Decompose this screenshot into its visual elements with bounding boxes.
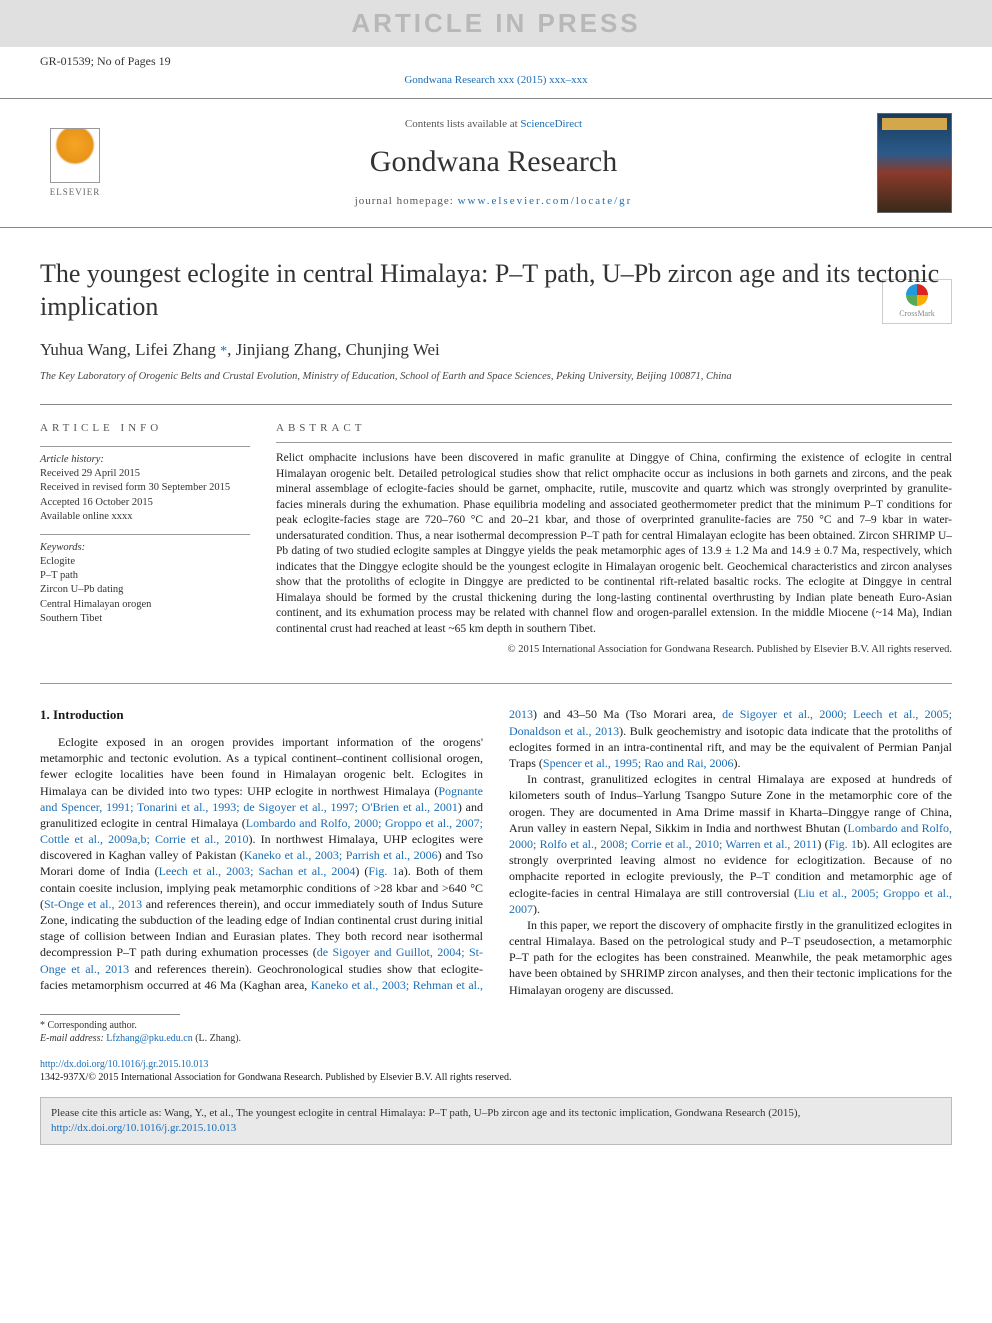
history-block: Article history: Received 29 April 2015 … [40,446,250,524]
section-heading: 1. Introduction [40,706,483,724]
history-label: Article history: [40,453,250,467]
cite-text: Please cite this article as: Wang, Y., e… [51,1107,800,1119]
figure-link[interactable]: Fig. 1 [829,837,857,851]
corresponding-note: * Corresponding author. [40,1019,952,1033]
history-line: Received in revised form 30 September 20… [40,481,250,495]
email-who: (L. Zhang). [193,1033,241,1044]
journal-center: Contents lists available at ScienceDirec… [130,117,857,209]
history-line: Received 29 April 2015 [40,467,250,481]
citation-link[interactable]: Leech et al., 2003; Sachan et al., 2004 [159,864,356,878]
abstract-text: Relict omphacite inclusions have been di… [276,442,952,637]
journal-title: Gondwana Research [130,142,857,183]
keyword: Central Himalayan orogen [40,598,250,612]
elsevier-name: ELSEVIER [50,186,101,198]
article-info-col: ARTICLE INFO Article history: Received 2… [40,411,250,657]
citation-link[interactable]: et al., 2013 [71,962,129,976]
text-run: ). [533,902,540,916]
figure-link[interactable]: Fig. 1 [368,864,398,878]
abstract-head: ABSTRACT [276,411,952,442]
cite-box: Please cite this article as: Wang, Y., e… [40,1097,952,1145]
footnote-rule [40,1014,180,1015]
text-run: ) ( [355,864,368,878]
text-run: ) ( [817,837,828,851]
article-title: The youngest eclogite in central Himalay… [0,228,992,329]
citation-link[interactable]: St-Onge et al., 2013 [44,897,142,911]
citation-link[interactable]: Kaneko et al., 2003; Parrish et al., 200… [244,848,438,862]
corresponding-marker[interactable]: * [220,344,227,359]
issn-line: 1342-937X/© 2015 International Associati… [40,1071,952,1085]
keywords-block: Keywords: Eclogite P–T path Zircon U–Pb … [40,534,250,626]
doi-link[interactable]: http://dx.doi.org/10.1016/j.gr.2015.10.0… [40,1059,208,1070]
homepage-pre: journal homepage: [355,195,458,207]
affiliation: The Key Laboratory of Orogenic Belts and… [0,366,992,394]
keyword: Zircon U–Pb dating [40,583,250,597]
body-columns: 1. Introduction Eclogite exposed in an o… [0,684,992,1007]
email-line: E-mail address: Lfzhang@pku.edu.cn (L. Z… [40,1032,952,1046]
homepage-link[interactable]: www.elsevier.com/locate/gr [458,195,633,207]
elsevier-tree-icon [50,128,100,183]
homepage-line: journal homepage: www.elsevier.com/locat… [130,194,857,209]
sciencedirect-link[interactable]: ScienceDirect [520,118,582,130]
crossmark-label: CrossMark [899,309,935,320]
cite-doi-link[interactable]: http://dx.doi.org/10.1016/j.gr.2015.10.0… [51,1122,236,1134]
elsevier-logo: ELSEVIER [40,123,110,203]
keyword: Southern Tibet [40,612,250,626]
email-label: E-mail address: [40,1033,106,1044]
abstract-copyright: © 2015 International Association for Gon… [276,643,952,657]
contents-line: Contents lists available at ScienceDirec… [130,117,857,132]
journal-reference: Gondwana Research xxx (2015) xxx–xxx [0,71,992,98]
paragraph: In contrast, granulitized eclogites in c… [509,771,952,917]
journal-cover-thumb [877,113,952,213]
text-run: Eclogite exposed in an orogen provides i… [40,735,483,798]
text-run: ) and 43–50 Ma (Tso Morari area, [533,707,722,721]
email-link[interactable]: Lfzhang@pku.edu.cn [106,1033,192,1044]
article-in-press-banner: ARTICLE IN PRESS [0,0,992,47]
history-line: Accepted 16 October 2015 [40,496,250,510]
citation-link[interactable]: Spencer et al., 1995; Rao and Rai, 2006 [543,756,734,770]
keyword: P–T path [40,569,250,583]
abstract-col: ABSTRACT Relict omphacite inclusions hav… [276,411,952,657]
history-line: Available online xxxx [40,510,250,524]
info-abstract-row: ARTICLE INFO Article history: Received 2… [40,404,952,675]
authors-text: Yuhua Wang, Lifei Zhang *, Jinjiang Zhan… [40,340,440,359]
header-row: GR-01539; No of Pages 19 [0,47,992,71]
article-info-head: ARTICLE INFO [40,411,250,442]
paragraph: In this paper, we report the discovery o… [509,917,952,998]
keywords-label: Keywords: [40,541,250,555]
keyword: Eclogite [40,555,250,569]
article-id: GR-01539; No of Pages 19 [40,53,171,69]
text-run: ). [734,756,741,770]
authors-line: Yuhua Wang, Lifei Zhang *, Jinjiang Zhan… [0,329,992,366]
doi-block: http://dx.doi.org/10.1016/j.gr.2015.10.0… [0,1050,992,1089]
contents-pre: Contents lists available at [405,118,520,130]
footnote-block: * Corresponding author. E-mail address: … [0,1008,992,1050]
journal-masthead: ELSEVIER Contents lists available at Sci… [0,98,992,228]
